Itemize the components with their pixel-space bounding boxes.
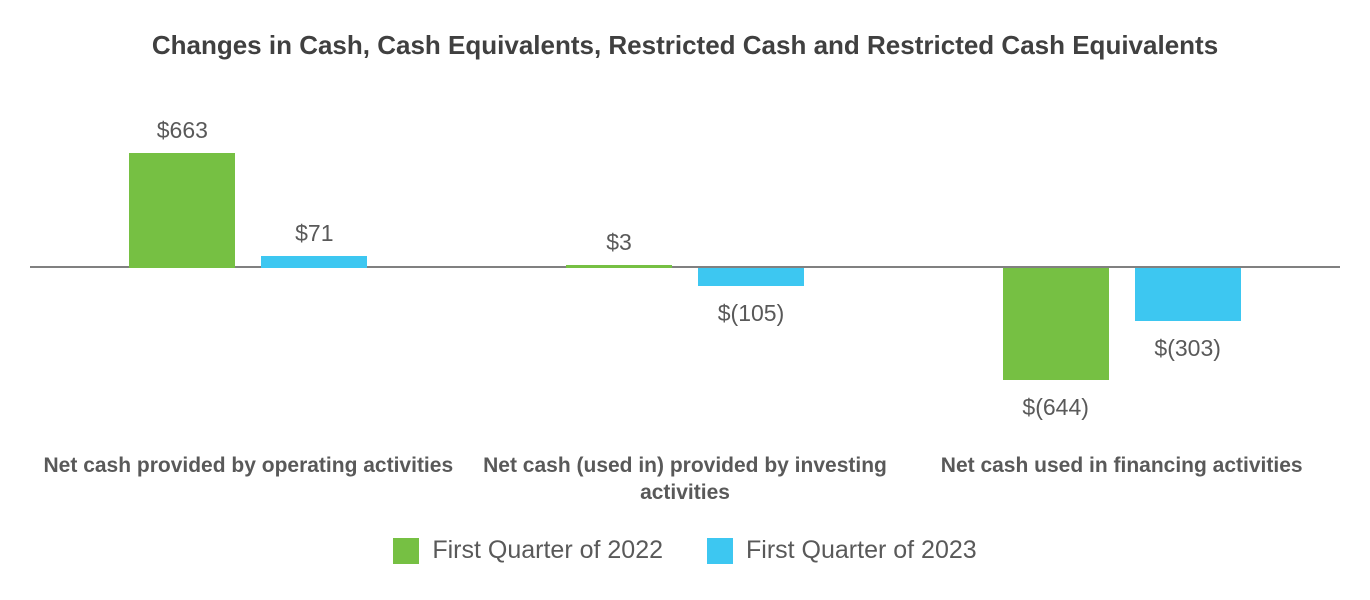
legend-item-q1-2022: First Quarter of 2022: [393, 536, 663, 565]
bar-q1-2023-investing: [698, 268, 804, 287]
bar-q1-2022-operating: [129, 152, 236, 268]
bar-q1-2022-financing: [1002, 268, 1109, 380]
plot-group-financing: $(644) $(303): [903, 0, 1340, 600]
bar-q1-2022-investing: [566, 265, 672, 268]
plot-area: $663 $71 $3 $(105) $(644) $(303): [30, 0, 1340, 600]
legend-item-q1-2023: First Quarter of 2023: [707, 536, 977, 565]
x-axis-baseline: [30, 266, 1340, 268]
plot-group-operating: $663 $71: [30, 0, 467, 600]
value-label-q1-2022-investing: $3: [606, 229, 632, 255]
chart-title: Changes in Cash, Cash Equivalents, Restr…: [151, 30, 1219, 60]
category-label-investing: Net cash (used in) provided by investing…: [483, 454, 887, 504]
value-label-q1-2023-investing: $(105): [717, 300, 785, 327]
bar-q1-2023-financing: [1134, 268, 1241, 321]
category-axis-labels: Net cash provided by operating activitie…: [30, 452, 1340, 506]
category-label-financing: Net cash used in financing activities: [940, 454, 1303, 477]
value-label-q1-2022-financing: $(644): [1022, 393, 1089, 420]
legend-swatch-q1-2023: [707, 537, 733, 564]
legend-label-q1-2023: First Quarter of 2023: [746, 536, 977, 564]
plot-group-investing: $3 $(105): [467, 0, 904, 600]
bar-q1-2023-operating: [261, 255, 368, 268]
value-label-q1-2022-operating: $663: [156, 116, 208, 143]
category-label-operating: Net cash provided by operating activitie…: [43, 454, 454, 477]
legend-label-q1-2022: First Quarter of 2022: [432, 536, 663, 564]
value-label-q1-2023-financing: $(303): [1154, 334, 1221, 361]
legend: First Quarter of 2022 First Quarter of 20…: [0, 536, 1370, 565]
legend-swatch-q1-2022: [393, 537, 420, 564]
value-label-q1-2023-operating: $71: [295, 219, 334, 246]
